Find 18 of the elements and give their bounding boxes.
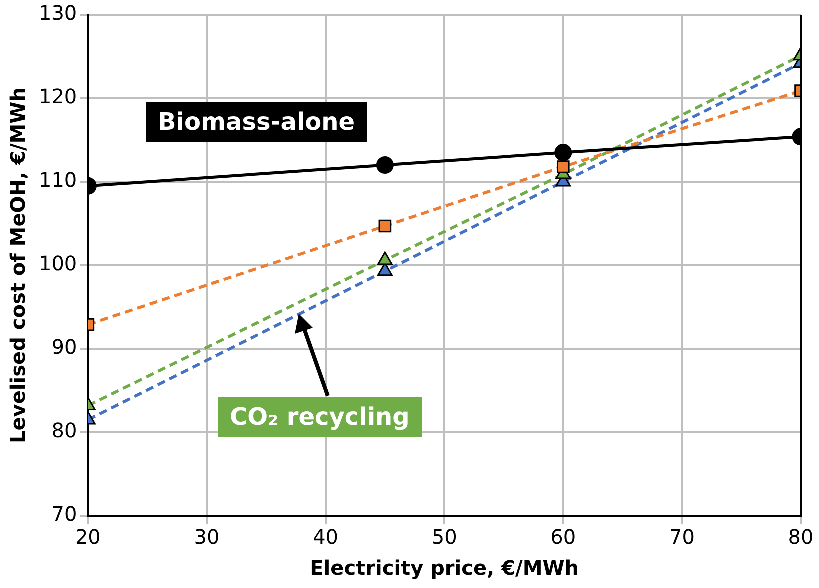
y-axis-title: Levelised cost of MeOH, €/MWh xyxy=(6,88,30,444)
y-tick-label: 70 xyxy=(52,502,78,526)
x-tick-label: 50 xyxy=(432,525,458,550)
x-tick-label: 40 xyxy=(313,525,339,550)
x-tick-label: 60 xyxy=(550,525,576,550)
x-tick-label: 80 xyxy=(788,525,814,550)
x-tick-label: 70 xyxy=(669,525,695,550)
annotation: Biomass-alone xyxy=(146,102,368,142)
y-tick-label: 80 xyxy=(52,418,78,443)
annotation: CO₂ recycling xyxy=(218,397,422,437)
x-tick-label: 30 xyxy=(194,525,220,550)
y-tick-label: 120 xyxy=(38,84,78,109)
x-axis-title: Electricity price, €/MWh xyxy=(310,556,580,580)
y-tick-label: 100 xyxy=(38,252,78,276)
y-tick-label: 130 xyxy=(38,1,78,26)
y-tick-label: 90 xyxy=(52,335,78,360)
x-tick-label: 20 xyxy=(75,525,101,550)
y-tick-label: 110 xyxy=(38,168,78,192)
